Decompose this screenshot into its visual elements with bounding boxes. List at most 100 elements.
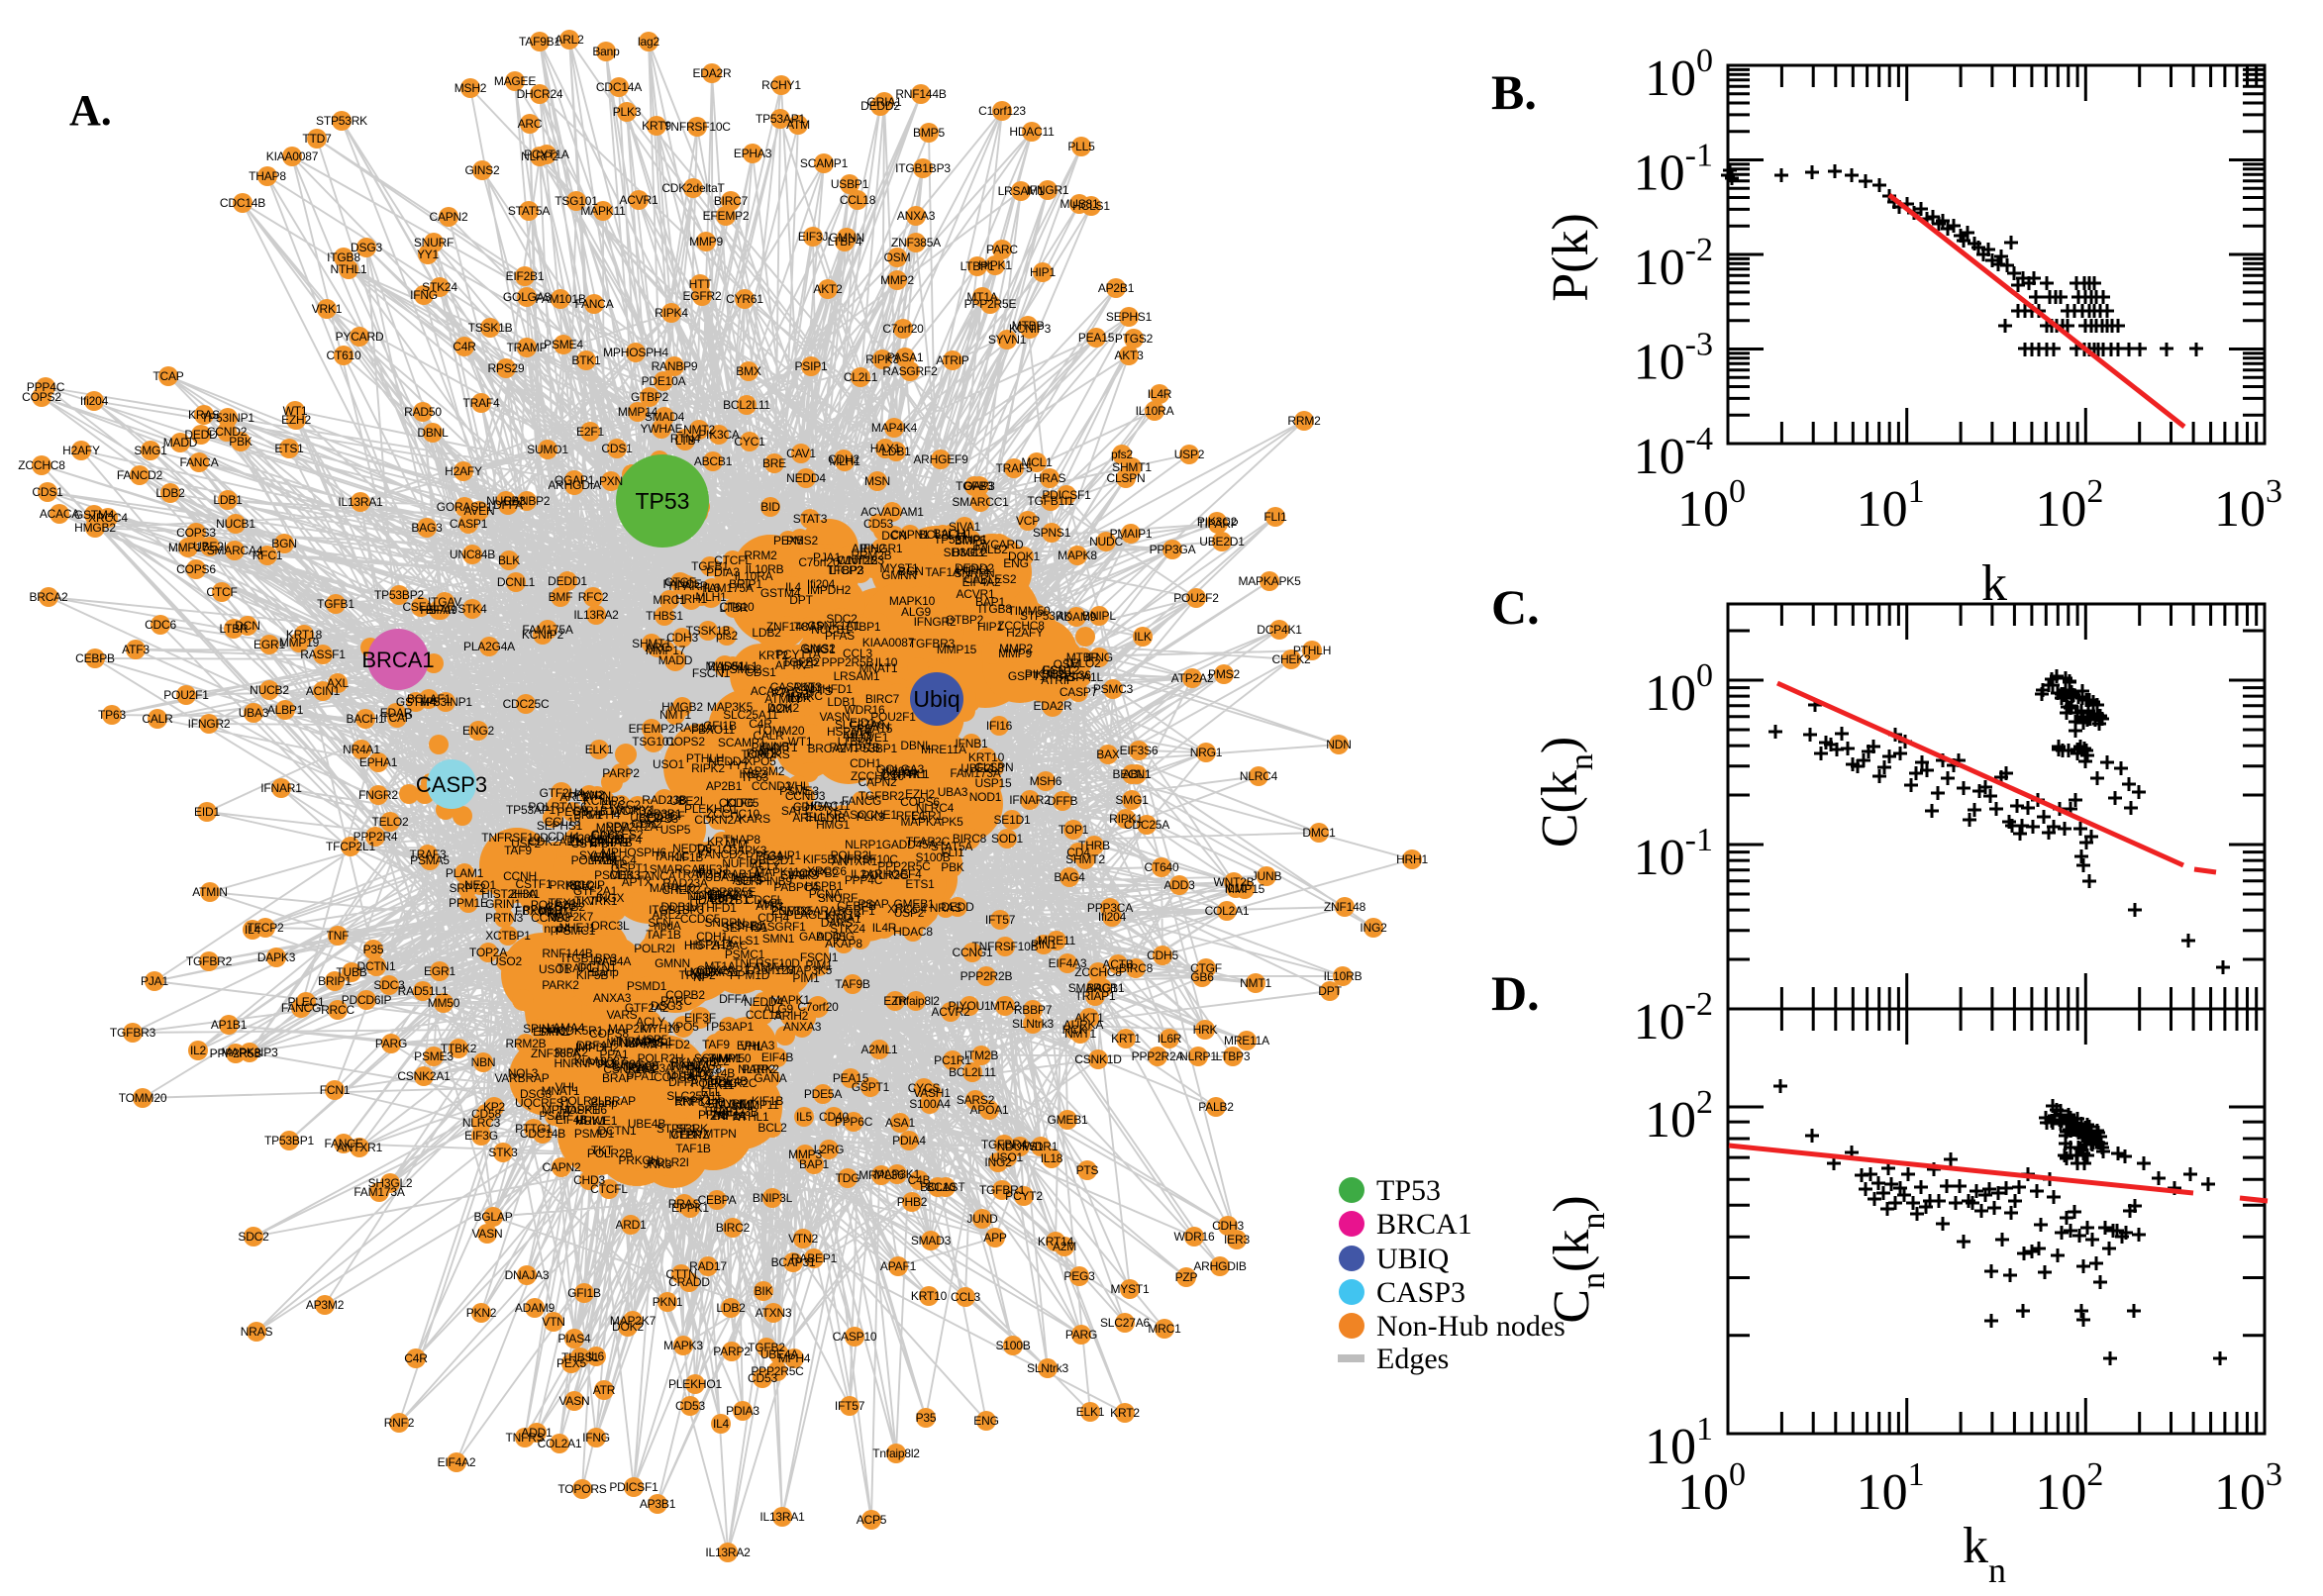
svg-text:C1orf123: C1orf123 [978,104,1026,118]
svg-text:DCP4K1: DCP4K1 [1257,623,1302,637]
svg-text:XCTBP1: XCTBP1 [485,929,531,943]
svg-text:NUCB2: NUCB2 [250,683,289,697]
svg-text:Ifi204: Ifi204 [80,394,109,408]
svg-text:TOMM20: TOMM20 [119,1091,167,1105]
svg-text:MAP4K4: MAP4K4 [871,421,918,435]
svg-text:APOA1: APOA1 [969,1103,1009,1117]
svg-text:EGR1: EGR1 [253,638,285,651]
svg-text:STK4: STK4 [457,602,487,616]
svg-text:SPNS1: SPNS1 [1033,526,1071,540]
svg-text:NRAS: NRAS [930,901,962,915]
svg-text:THBS1: THBS1 [561,1350,599,1364]
svg-text:PEA15: PEA15 [1078,331,1115,345]
svg-text:PTS: PTS [1076,1163,1099,1177]
svg-text:VASN: VASN [472,1227,503,1241]
svg-text:PKN1: PKN1 [653,1295,683,1309]
svg-text:Banp: Banp [592,45,620,58]
svg-text:ZCCHC8: ZCCHC8 [18,458,65,472]
svg-text:EPHA1: EPHA1 [359,755,398,769]
svg-text:ANXA3: ANXA3 [897,209,936,223]
svg-text:IL4: IL4 [785,580,802,594]
svg-text:PARC: PARC [986,243,1018,256]
svg-text:EID1: EID1 [194,805,220,819]
svg-text:TGFB1: TGFB1 [317,597,354,611]
svg-text:10-1: 10-1 [1634,822,1713,886]
svg-text:RAB1A: RAB1A [675,721,714,735]
svg-text:PLK3: PLK3 [613,105,642,119]
svg-text:IL4R: IL4R [1148,387,1172,401]
svg-text:VASH1: VASH1 [913,1086,951,1100]
svg-text:NLRP1: NLRP1 [1179,1049,1217,1063]
svg-text:ELK1: ELK1 [1076,1405,1105,1419]
svg-text:NUCB3: NUCB3 [486,494,526,508]
svg-text:IFT57: IFT57 [985,913,1016,927]
svg-text:TAF9: TAF9 [702,1038,730,1051]
svg-text:FANCA: FANCA [179,455,218,469]
svg-text:100: 100 [1645,657,1713,722]
svg-text:C4B: C4B [908,1173,931,1187]
svg-text:MPHOSPH6: MPHOSPH6 [542,1103,607,1117]
svg-text:C7orf20: C7orf20 [798,555,840,569]
svg-text:ATF3: ATF3 [122,643,150,656]
svg-text:CCL3: CCL3 [951,1290,980,1304]
svg-text:TELO2: TELO2 [371,815,409,829]
svg-text:FLI1: FLI1 [1263,510,1287,524]
svg-text:TSSK1B: TSSK1B [468,321,513,335]
svg-text:B.: B. [1491,64,1537,120]
svg-text:CCND2: CCND2 [207,425,248,439]
svg-text:EPHA3: EPHA3 [734,147,772,160]
svg-text:ACVR1: ACVR1 [956,587,995,601]
svg-text:TRAMP: TRAMP [506,341,547,354]
svg-text:RIPK2: RIPK2 [691,761,725,775]
svg-text:MAGEE: MAGEE [494,74,537,88]
svg-text:ZNF24: ZNF24 [710,1109,746,1123]
svg-text:NMT1: NMT1 [1240,976,1271,990]
svg-text:GMNN: GMNN [881,568,917,582]
svg-text:IMPDH2: IMPDH2 [807,583,852,597]
svg-text:GTBP2: GTBP2 [631,390,669,404]
svg-text:POLR2H: POLR2H [571,853,618,867]
svg-text:CDS1: CDS1 [601,442,633,455]
svg-text:Tnfaip8l2: Tnfaip8l2 [872,1446,920,1460]
svg-text:H2AFY: H2AFY [62,444,100,457]
svg-text:C4R: C4R [404,1351,428,1365]
svg-text:SE1D1: SE1D1 [993,813,1031,827]
svg-text:PYCARD: PYCARD [336,330,384,344]
svg-text:TTBK2: TTBK2 [441,1042,477,1055]
svg-text:MAPKAPK5: MAPKAPK5 [1238,574,1301,588]
svg-text:XPO5: XPO5 [745,754,776,768]
svg-text:BLK: BLK [498,553,520,567]
svg-text:TAF9B: TAF9B [835,977,870,991]
svg-text:STP53RK: STP53RK [316,114,367,128]
svg-text:MMP15: MMP15 [1225,882,1265,896]
svg-text:RRM2: RRM2 [1287,414,1321,428]
svg-text:NOD1: NOD1 [969,790,1002,804]
svg-text:AP3B1: AP3B1 [640,1497,676,1511]
svg-text:CT610: CT610 [719,600,755,614]
svg-text:PSMD1: PSMD1 [627,979,667,993]
svg-text:EIF4A2: EIF4A2 [438,1455,476,1469]
svg-text:A.: A. [69,86,112,135]
svg-text:PDIA4: PDIA4 [892,1134,926,1147]
svg-text:ATXN3: ATXN3 [756,1306,792,1320]
svg-text:AKT2: AKT2 [813,282,843,296]
svg-text:ARL2: ARL2 [559,790,589,804]
svg-text:SMAD3: SMAD3 [911,1234,952,1247]
svg-text:NUDC: NUDC [1089,535,1123,549]
svg-text:MNAT1: MNAT1 [859,661,898,675]
svg-text:MMP9: MMP9 [689,235,723,249]
svg-text:POU2F2: POU2F2 [1173,591,1219,605]
svg-text:DFFA: DFFA [719,992,749,1006]
svg-text:SNURF: SNURF [818,891,858,905]
svg-text:ITGB1BP3: ITGB1BP3 [895,161,951,175]
svg-text:TAF1C: TAF1C [654,849,690,863]
svg-text:USP15: USP15 [974,776,1012,790]
svg-text:HNRNPUL1: HNRNPUL1 [554,1056,617,1070]
svg-text:BFAR: BFAR [426,603,456,617]
svg-text:APP: APP [983,1231,1007,1245]
svg-text:DSG3: DSG3 [351,241,382,254]
svg-text:C4R: C4R [453,340,476,353]
svg-text:PTGS2: PTGS2 [1115,332,1154,346]
svg-text:LDB2: LDB2 [716,1301,746,1315]
svg-text:ZNF148: ZNF148 [766,620,809,634]
